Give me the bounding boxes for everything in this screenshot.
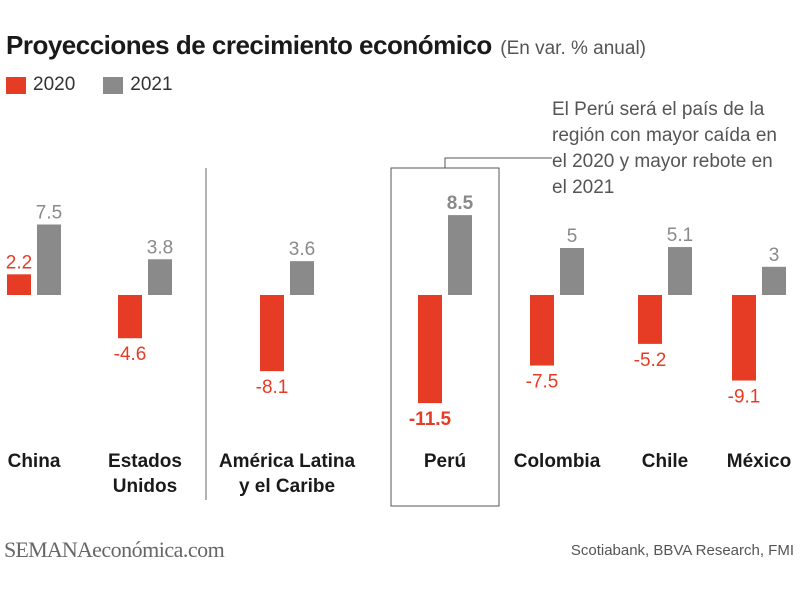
bar-2020-colombia (530, 295, 554, 366)
callout-annotation: El Perú será el país de la región con ma… (552, 99, 777, 198)
data-label-2021-china: 7.5 (36, 203, 62, 224)
category-label-estados-unidos-line2: Unidos (113, 476, 177, 497)
category-label-america-latina-y-el-caribe-line1: América Latina (219, 451, 356, 472)
bar-2021-estados-unidos (148, 259, 172, 295)
brand-name: SEMANA (4, 537, 93, 562)
bar-2021-mexico (762, 266, 786, 295)
category-label-estados-unidos-line1: Estados (108, 451, 182, 472)
bar-2021-chile (668, 247, 692, 295)
brand-domain: económica.com (92, 537, 225, 562)
category-label-america-latina-y-el-caribe-line2: y el Caribe (239, 476, 335, 497)
bar-2021-china (37, 224, 61, 295)
category-label-colombia: Colombia (514, 451, 601, 472)
legend-item-2020: 2020 (6, 74, 75, 96)
bar-2020-peru (418, 295, 442, 404)
data-label-2021-estados-unidos: 3.8 (147, 237, 173, 258)
legend-label-2021: 2021 (130, 74, 173, 95)
data-label-2020-colombia: -7.5 (526, 372, 559, 393)
data-label-2020-chile: -5.2 (634, 350, 667, 371)
category-label-mexico: México (727, 451, 791, 472)
bar-2021-america-latina-y-el-caribe (290, 261, 314, 295)
data-label-2020-china: 2.2 (6, 252, 32, 273)
bar-2020-america-latina-y-el-caribe (260, 295, 284, 372)
chart-subtitle: (En var. % anual) (500, 38, 646, 59)
callout-connector (444, 157, 552, 168)
legend: 2020 2021 (6, 74, 201, 96)
data-label-2021-chile: 5.1 (667, 225, 693, 246)
chart-title-row: Proyecciones de crecimiento económico (E… (6, 30, 646, 61)
category-label-peru: Perú (424, 451, 466, 472)
data-label-2020-america-latina-y-el-caribe: -8.1 (256, 377, 289, 398)
bar-2020-chile (638, 295, 662, 344)
brand-logo: SEMANAeconómica.com (4, 537, 225, 563)
source-note: Scotiabank, BBVA Research, FMI (570, 542, 794, 559)
category-label-chile: Chile (642, 451, 688, 472)
category-label-china: China (8, 451, 61, 472)
data-label-2020-mexico: -9.1 (728, 387, 761, 408)
legend-swatch-2021 (103, 76, 124, 94)
bar-2021-colombia (560, 248, 584, 295)
bar-2020-mexico (732, 295, 756, 381)
data-label-2020-peru: -11.5 (409, 409, 452, 430)
data-label-2021-america-latina-y-el-caribe: 3.6 (289, 239, 315, 260)
data-label-2020-estados-unidos: -4.6 (114, 344, 147, 365)
chart-title: Proyecciones de crecimiento económico (6, 30, 492, 60)
data-label-2021-peru: 8.5 (447, 193, 474, 214)
legend-swatch-2020 (6, 76, 26, 94)
bar-2020-china (7, 274, 31, 295)
legend-item-2021: 2021 (103, 74, 173, 96)
bar-2021-peru (448, 215, 472, 295)
legend-label-2020: 2020 (33, 74, 76, 95)
data-label-2021-mexico: 3 (769, 245, 780, 266)
bar-2020-estados-unidos (118, 295, 142, 339)
data-label-2021-colombia: 5 (567, 226, 578, 247)
